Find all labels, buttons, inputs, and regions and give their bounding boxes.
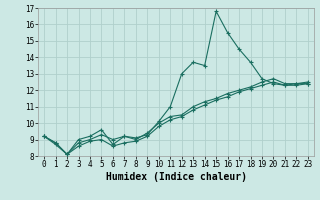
X-axis label: Humidex (Indice chaleur): Humidex (Indice chaleur) — [106, 172, 246, 182]
